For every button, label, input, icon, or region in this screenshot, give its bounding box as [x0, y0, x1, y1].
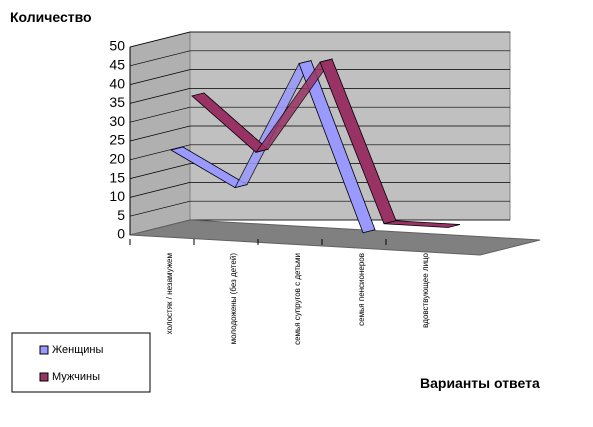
grid-line [129, 31, 510, 48]
y-tick-label: 15 [109, 169, 125, 185]
grid-line [129, 69, 510, 85]
y-tick-label: 5 [117, 207, 125, 223]
grid-line [129, 50, 510, 67]
legend-box [11, 332, 151, 393]
legend-label: Женщины [52, 344, 103, 356]
y-tick-label: 30 [109, 113, 125, 129]
y-tick-label: 50 [109, 38, 125, 54]
y-tick-label: 45 [109, 57, 125, 73]
x-tick-label: семья супругов с детьми [293, 253, 302, 345]
x-tick-label: холостяк / незамужем [165, 253, 174, 334]
y-tick-label: 10 [109, 188, 125, 204]
x-tick-label: семья пенсионеров [357, 253, 366, 326]
grid-line [129, 88, 510, 104]
y-tick-label: 0 [117, 226, 125, 242]
ribbon [383, 220, 461, 228]
floor [129, 219, 541, 256]
grid-line [129, 200, 510, 217]
legend-swatch [39, 372, 49, 382]
y-axis-title: Количество [10, 9, 92, 25]
grid-line [129, 106, 510, 123]
x-tick-label: вдовствующее лицо [421, 252, 430, 327]
legend-swatch [39, 345, 49, 355]
y-tick-label: 20 [109, 151, 125, 167]
grid-line [129, 163, 510, 179]
y-tick-label: 35 [109, 94, 125, 110]
ribbon [298, 60, 376, 234]
grid-line [129, 125, 510, 142]
legend-label: Мужчины [52, 371, 100, 383]
grid-line [129, 182, 510, 198]
y-tick-label: 25 [109, 132, 125, 148]
x-tick-label: молодожены (без детей) [229, 253, 238, 345]
y-tick-label: 40 [109, 75, 125, 91]
x-axis-title: Варианты ответа [420, 375, 540, 391]
grid-line [129, 144, 510, 161]
